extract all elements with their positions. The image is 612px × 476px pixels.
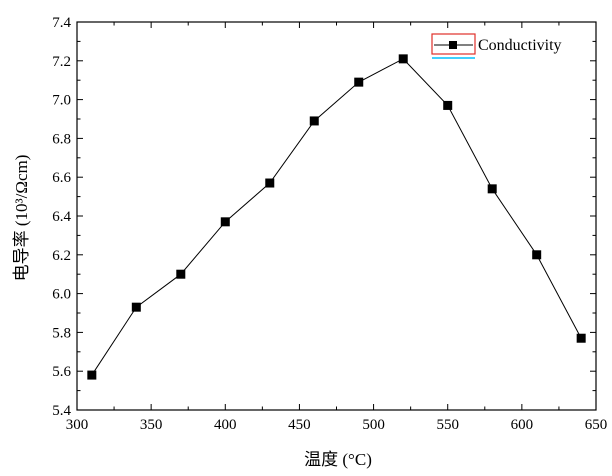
data-point: [532, 250, 542, 260]
data-point: [398, 54, 408, 64]
legend-marker: [449, 41, 457, 49]
x-axis-title: 温度 (°C): [304, 450, 372, 469]
data-point: [220, 217, 230, 227]
plot-frame: [76, 21, 597, 411]
data-point: [87, 370, 97, 380]
data-point: [309, 116, 319, 126]
data-point: [265, 178, 275, 188]
x-tick-label: 400: [214, 417, 237, 433]
series-line-0: [91, 58, 582, 376]
y-tick-label: 6.2: [52, 248, 71, 264]
data-point: [487, 184, 497, 194]
y-tick-label: 5.6: [52, 364, 71, 380]
y-tick-label: 6.4: [52, 209, 71, 225]
x-tick-label: 650: [585, 417, 608, 433]
legend-label: Conductivity: [478, 37, 562, 54]
y-tick-label: 5.4: [52, 403, 71, 419]
y-tick-label: 7.0: [52, 93, 71, 109]
data-point: [354, 77, 364, 87]
x-tick-label: 550: [436, 417, 459, 433]
data-point: [176, 269, 186, 279]
legend: Conductivity: [431, 33, 562, 59]
y-tick-label: 7.4: [52, 15, 71, 31]
data-point: [576, 333, 586, 343]
y-tick-label: 6.8: [52, 131, 71, 147]
legend-box: [431, 33, 476, 55]
data-point: [443, 100, 453, 110]
y-tick-label: 5.8: [52, 325, 71, 341]
x-tick-label: 500: [362, 417, 385, 433]
y-tick-label: 6.0: [52, 287, 71, 303]
series: [87, 54, 586, 380]
y-tick-label: 6.6: [52, 170, 71, 186]
x-tick-label: 450: [288, 417, 311, 433]
x-tick-label: 350: [140, 417, 163, 433]
x-tick-label: 600: [511, 417, 534, 433]
x-tick-label: 300: [66, 417, 89, 433]
y-tick-label: 7.2: [52, 54, 71, 70]
ticks: 300 350 400 450 500 550 600 650 5.4 5.6 5.8 6.0 6.2 6…: [52, 15, 607, 433]
y-axis-title: 电导率 (10³/Ωcm): [12, 155, 31, 282]
data-point: [131, 302, 141, 312]
axes: [76, 21, 597, 411]
